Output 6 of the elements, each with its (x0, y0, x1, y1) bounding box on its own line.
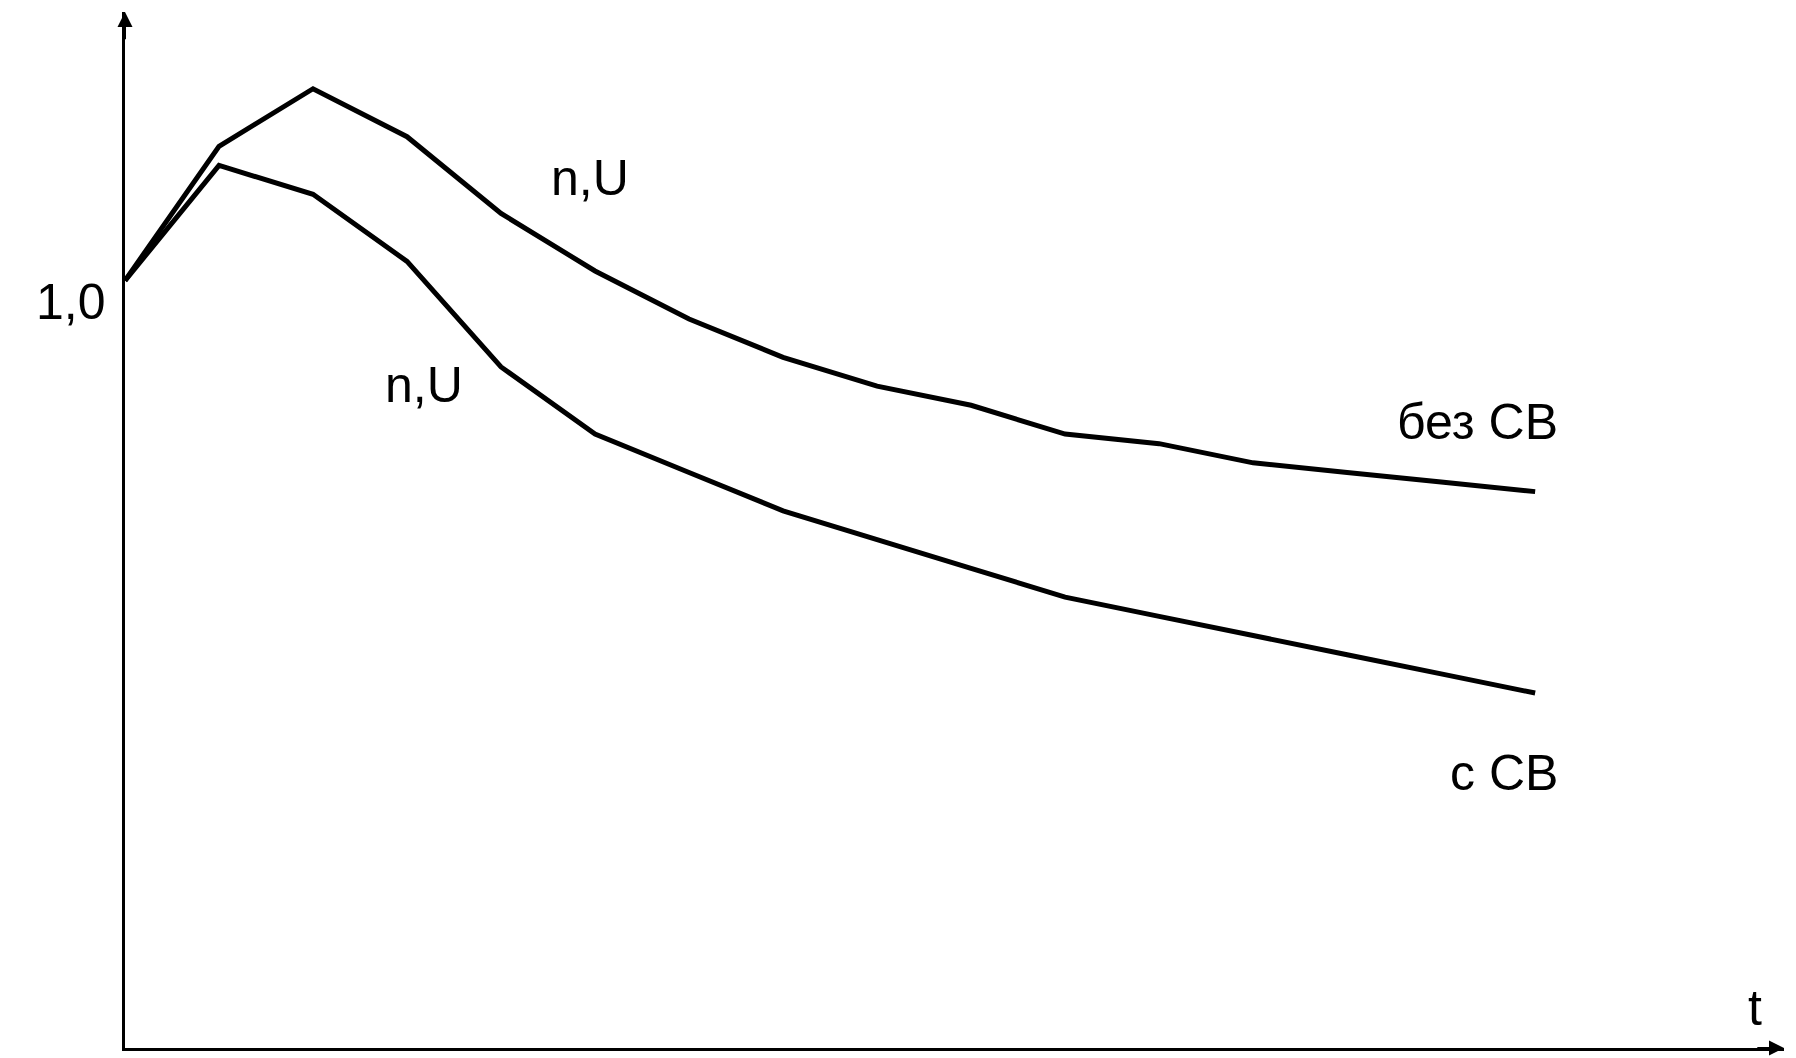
series-label: с СВ (1450, 745, 1559, 801)
annotation: 1,0 (36, 274, 106, 330)
annotation: n,U (385, 357, 463, 413)
x-axis-title: t (1748, 980, 1762, 1036)
series-label: без СВ (1397, 394, 1559, 450)
annotation: n,U (551, 150, 629, 206)
